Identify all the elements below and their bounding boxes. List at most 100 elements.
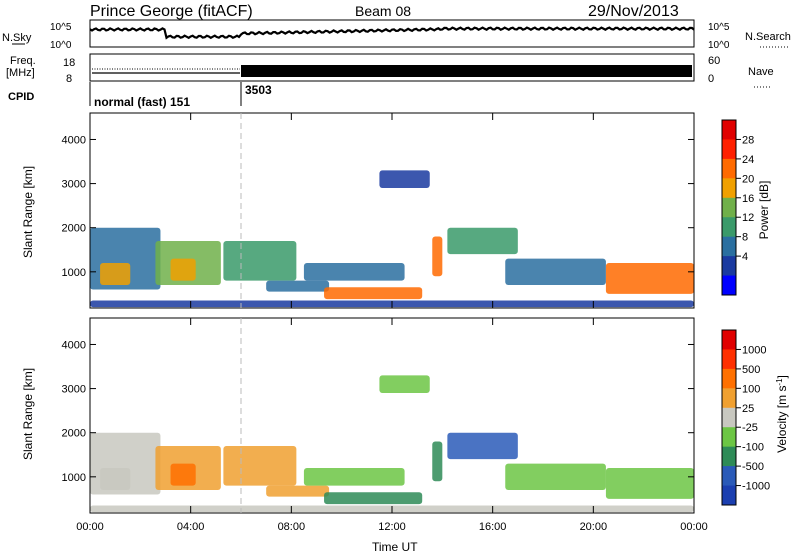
time-axis: 00:00 04:00 08:00 12:00 16:00 20:00 00:00 bbox=[76, 113, 708, 533]
power-scale-frame bbox=[721, 119, 737, 296]
noise-sky-trace bbox=[89, 26, 695, 40]
velocity-scale-swatch bbox=[722, 349, 736, 370]
range-tick-label: 2000 bbox=[62, 223, 86, 235]
beam-title: Beam 08 bbox=[355, 3, 411, 19]
power-scale-label: Power [dB] bbox=[757, 181, 771, 240]
velocity-scale-tick-label: 1000 bbox=[742, 344, 766, 356]
station-title: Prince George (fitACF) bbox=[90, 3, 253, 20]
power-scale-swatch bbox=[722, 236, 736, 257]
velocity-echo-region bbox=[605, 468, 694, 499]
power-range-label: Slant Range [km] bbox=[21, 166, 35, 258]
velocity-scale-swatch bbox=[722, 466, 736, 487]
velocity-scale-tick-label: -1000 bbox=[742, 481, 770, 493]
velocity-range-axis: 1000 2000 3000 4000 bbox=[62, 339, 694, 484]
range-tick-label: 3000 bbox=[62, 384, 86, 396]
power-echo-region bbox=[432, 236, 443, 277]
velocity-range-label: Slant Range [km] bbox=[21, 368, 35, 460]
power-echo-region bbox=[100, 263, 131, 286]
velocity-scale-swatch bbox=[722, 388, 736, 409]
velocity-scale-tick-label: 500 bbox=[742, 364, 760, 376]
power-echo-region bbox=[223, 240, 297, 281]
noise-right-tick-top: 10^5 bbox=[708, 22, 730, 33]
power-scale-tick-label: 24 bbox=[742, 154, 754, 166]
time-tick-label: 20:00 bbox=[580, 521, 608, 533]
power-echo-region bbox=[379, 170, 430, 188]
time-tick-label: 04:00 bbox=[177, 521, 205, 533]
velocity-echo-region bbox=[266, 485, 330, 497]
freq-label-line1: Freq. bbox=[10, 55, 36, 67]
velocity-scale-swatch bbox=[722, 485, 736, 506]
velocity-scale-tick-label: 100 bbox=[742, 383, 760, 395]
power-scale-swatch bbox=[722, 256, 736, 277]
nave-right-tick-bottom: 0 bbox=[708, 73, 714, 85]
noise-search-label: N.Search bbox=[745, 31, 791, 43]
velocity-echo-region bbox=[170, 463, 196, 486]
power-scale-swatch bbox=[722, 158, 736, 179]
power-scale-tick-label: 8 bbox=[742, 232, 748, 244]
velocity-echo-layer bbox=[90, 375, 694, 513]
cpid-segment-1: normal (fast) 151 bbox=[94, 95, 190, 109]
velocity-scale-swatch bbox=[722, 407, 736, 428]
power-echo-region bbox=[447, 227, 518, 255]
noise-left-tick-top: 10^5 bbox=[50, 22, 72, 33]
noise-sky-label: N.Sky bbox=[2, 32, 32, 44]
power-scale-tick-label: 12 bbox=[742, 212, 754, 224]
power-echo-region bbox=[266, 280, 330, 292]
power-scale-swatch bbox=[722, 139, 736, 160]
velocity-scale-tick-label: -100 bbox=[742, 442, 764, 454]
range-tick-label: 2000 bbox=[62, 428, 86, 440]
time-tick-label: 00:00 bbox=[76, 521, 104, 533]
velocity-panel: 1000 2000 3000 4000 Slant Range [km] 1000 50… bbox=[21, 317, 789, 514]
power-echo-region bbox=[324, 287, 423, 300]
nave-label: Nave bbox=[748, 66, 774, 78]
power-echo-region bbox=[505, 258, 606, 286]
velocity-scale-swatch bbox=[722, 368, 736, 389]
range-tick-label: 1000 bbox=[62, 267, 86, 279]
freq-label-line2: [MHz] bbox=[6, 67, 35, 79]
velocity-scale-swatch bbox=[722, 330, 736, 350]
date-title: 29/Nov/2013 bbox=[588, 3, 679, 20]
velocity-echo-region bbox=[223, 445, 297, 486]
power-scale-swatch bbox=[722, 275, 736, 296]
velocity-scale-frame bbox=[721, 329, 737, 506]
power-scale-tick-label: 20 bbox=[742, 173, 754, 185]
velocity-echo-region bbox=[379, 375, 430, 393]
power-scale-swatch bbox=[722, 217, 736, 238]
power-scale-swatch bbox=[722, 178, 736, 199]
power-scale-tick-label: 28 bbox=[742, 134, 754, 146]
freq-left-tick-bottom: 8 bbox=[66, 73, 72, 85]
range-tick-label: 1000 bbox=[62, 472, 86, 484]
frequency-panel: Freq. [MHz] 18 8 60 0 Nave bbox=[6, 53, 774, 88]
nave-freq-dense-trace bbox=[241, 65, 692, 77]
range-tick-label: 3000 bbox=[62, 179, 86, 191]
range-tick-label: 4000 bbox=[62, 134, 86, 146]
nave-right-tick-top: 60 bbox=[708, 55, 720, 67]
power-panel: 1000 2000 3000 4000 Slant Range [km] 28 24 20… bbox=[21, 112, 771, 309]
velocity-scale-tick-label: -500 bbox=[742, 461, 764, 473]
power-scale-swatch bbox=[722, 197, 736, 218]
cpid-label: CPID bbox=[8, 91, 34, 103]
range-tick-label: 4000 bbox=[62, 339, 86, 351]
time-tick-label: 08:00 bbox=[278, 521, 306, 533]
power-echo-layer bbox=[90, 170, 694, 308]
power-echo-region bbox=[303, 263, 405, 281]
velocity-scale-tick-label: -25 bbox=[742, 422, 758, 434]
noise-right-tick-bottom: 10^0 bbox=[708, 40, 730, 51]
velocity-echo-region bbox=[100, 468, 131, 491]
velocity-scale-swatch bbox=[722, 446, 736, 467]
power-scale-tick-label: 16 bbox=[742, 193, 754, 205]
power-echo-region bbox=[605, 263, 694, 294]
velocity-scale-label: Velocity [m s-1] bbox=[775, 375, 789, 453]
cpid-row: CPID normal (fast) 151 3503 bbox=[8, 82, 272, 109]
velocity-echo-region bbox=[303, 468, 405, 486]
velocity-echo-region bbox=[505, 463, 606, 491]
time-tick-label: 00:00 bbox=[680, 521, 708, 533]
power-echo-region bbox=[170, 258, 196, 281]
velocity-colorbar: 1000 500 100 25 -25 -100 -500 -1000 bbox=[721, 329, 770, 506]
time-tick-label: 12:00 bbox=[378, 521, 406, 533]
power-scale-swatch bbox=[722, 120, 736, 140]
power-scale-tick-label: 4 bbox=[742, 251, 748, 263]
time-tick-label: 16:00 bbox=[479, 521, 507, 533]
noise-left-tick-bottom: 10^0 bbox=[50, 40, 72, 51]
